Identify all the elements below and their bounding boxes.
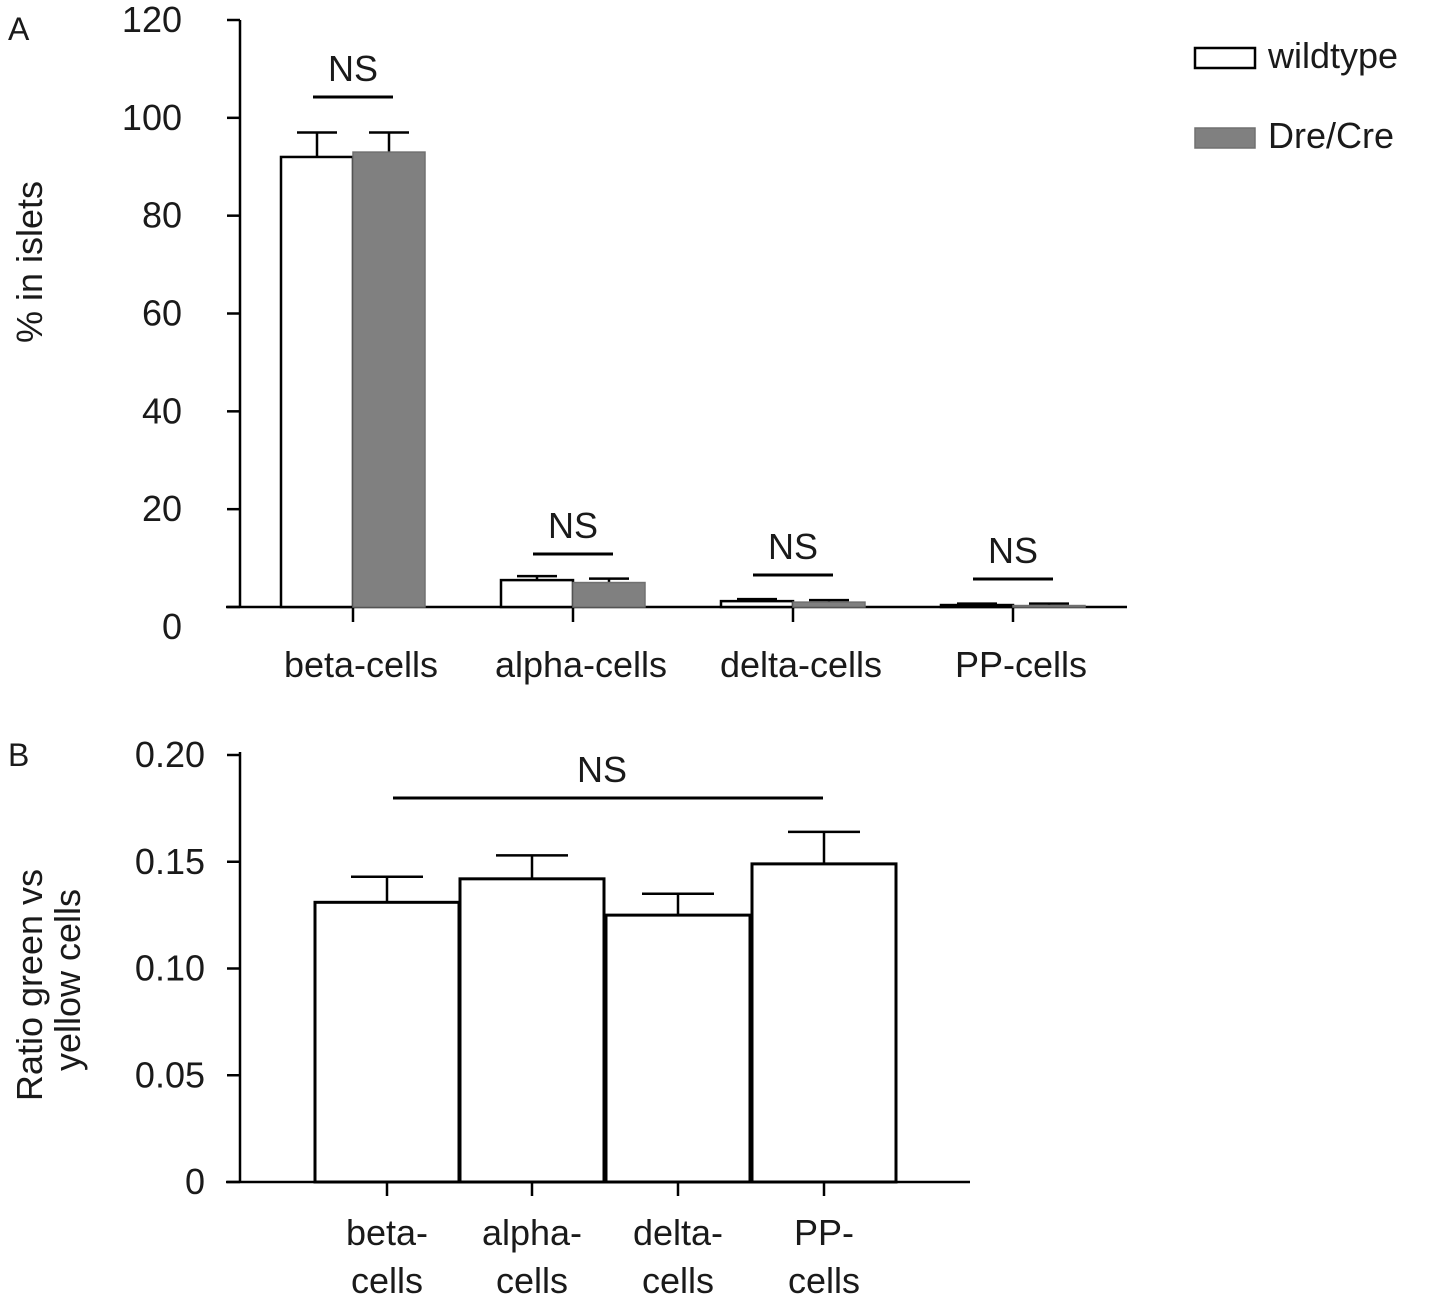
panel-b-ns-label: NS	[577, 749, 627, 790]
panel-b-category-label: cells	[496, 1260, 568, 1301]
legend: wildtype Dre/Cre	[1193, 35, 1398, 156]
panel-a-bar-dre-cre	[572, 581, 646, 608]
legend-swatch-wildtype	[1193, 46, 1257, 70]
panel-a-y-tick-label: 80	[142, 195, 182, 236]
panel-b-category-label: cells	[642, 1260, 714, 1301]
panel-a-bar-dre-cre	[1012, 604, 1086, 608]
panel-b-category-label: beta-	[346, 1212, 428, 1253]
panel-a-bar-wildtype	[499, 578, 575, 609]
panel-b-bar	[458, 877, 606, 1184]
legend-swatch-dre-cre	[1194, 127, 1256, 149]
panel-b-letter: B	[8, 737, 29, 773]
panel-b-bar	[313, 900, 461, 1184]
panel-b-category-label: cells	[351, 1260, 423, 1301]
panel-b-category-label: cells	[788, 1260, 860, 1301]
panel-a-y-tick-label: 0	[162, 606, 182, 647]
panel-a-y-tick-label: 100	[122, 97, 182, 138]
panel-a-bar-dre-cre	[792, 601, 866, 608]
panel-a-category-label: alpha-cells	[495, 644, 667, 685]
panel-a-bar-wildtype	[719, 599, 795, 609]
panel-a-letter: A	[8, 11, 30, 47]
panel-b: B Ratio green vs yellow cells 0 0.05 0.10 0…	[8, 734, 970, 1301]
panel-b-bar	[604, 913, 752, 1184]
panel-b-y-tick-label: 0.20	[135, 734, 205, 775]
panel-a-bar-wildtype	[939, 603, 1015, 609]
panel-b-y-tick-label: 0.15	[135, 841, 205, 882]
panel-b-y-axis-title-line-2: yellow cells	[47, 889, 88, 1071]
panel-a-category-label: beta-cells	[284, 644, 438, 685]
panel-a-bar-dre-cre	[352, 151, 426, 608]
panel-a-category-label: PP-cells	[955, 644, 1087, 685]
panel-b-y-tick-label: 0.10	[135, 948, 205, 989]
panel-b-category-label: alpha-	[482, 1212, 582, 1253]
panel-a-category-label: delta-cells	[720, 644, 882, 685]
panel-a-y-tick-label: 120	[122, 0, 182, 40]
panel-a-y-axis-title: % in islets	[9, 181, 50, 343]
panel-a-ns-label: NS	[548, 505, 598, 546]
panel-b-y-tick-label: 0.05	[135, 1054, 205, 1095]
panel-b-category-label: delta-	[633, 1212, 723, 1253]
panel-b-category-label: PP-	[794, 1212, 854, 1253]
panel-b-bar	[750, 862, 898, 1184]
panel-a: A % in islets 0 20 40 60 80 100 120 beta-cells…	[8, 0, 1398, 685]
panel-a-ns-label: NS	[328, 48, 378, 89]
panel-a-bar-wildtype	[279, 155, 355, 609]
legend-label-wildtype: wildtype	[1267, 35, 1398, 76]
panel-a-ns-label: NS	[768, 526, 818, 567]
panel-b-y-axis-title-line-1: Ratio green vs	[9, 869, 50, 1101]
panel-a-y-tick-label: 20	[142, 488, 182, 529]
legend-label-dre-cre: Dre/Cre	[1268, 115, 1394, 156]
panel-a-y-tick-label: 40	[142, 390, 182, 431]
panel-b-y-tick-label: 0	[185, 1161, 205, 1202]
panel-b-y-axis-title: Ratio green vs yellow cells	[9, 859, 88, 1101]
panel-a-ns-label: NS	[988, 530, 1038, 571]
panel-a-y-tick-label: 60	[142, 293, 182, 334]
